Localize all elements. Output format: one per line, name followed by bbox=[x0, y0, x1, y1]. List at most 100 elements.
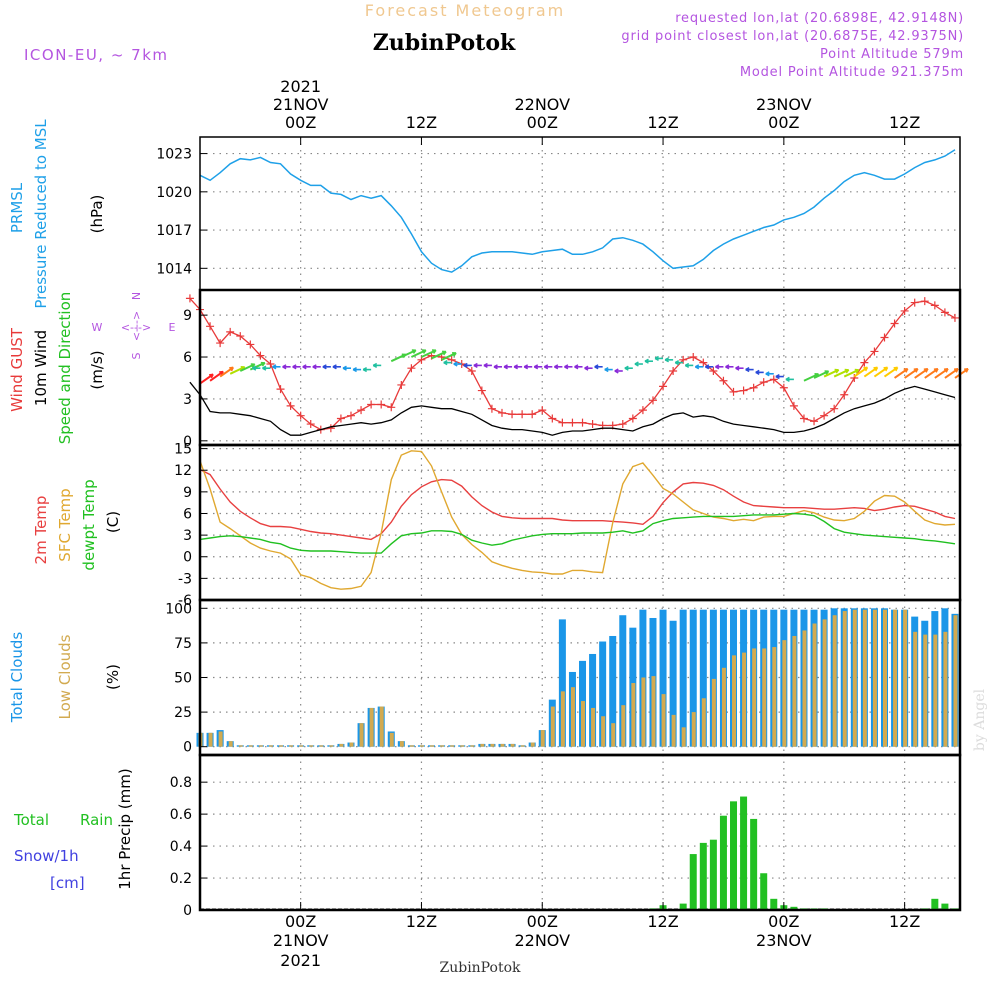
wind-direction-arrowhead bbox=[503, 364, 508, 370]
low-cloud-bar bbox=[510, 743, 515, 747]
rain-bar bbox=[931, 898, 939, 910]
x-label-bottom: 12Z bbox=[647, 912, 678, 931]
total-cloud-bar bbox=[659, 609, 667, 747]
dewpoint-line bbox=[199, 512, 956, 554]
gust-point bbox=[266, 360, 275, 369]
low-cloud-bar bbox=[611, 723, 616, 747]
wind-direction-arrowhead bbox=[292, 364, 297, 370]
x-label-top: 12Z bbox=[889, 113, 920, 132]
total-cloud-bar bbox=[709, 609, 717, 747]
x-label-top: 2021 bbox=[280, 77, 321, 96]
gust-point bbox=[508, 410, 517, 419]
wind-direction-arrowhead bbox=[705, 364, 710, 370]
gust-point bbox=[306, 420, 315, 429]
low-cloud-bar bbox=[893, 609, 898, 747]
panel-frame-pressure bbox=[199, 136, 961, 291]
low-cloud-bar bbox=[903, 609, 908, 747]
wind-direction-arrowhead bbox=[493, 364, 498, 370]
y-tick-label: 1014 bbox=[156, 261, 192, 277]
total-cloud-bar bbox=[689, 609, 697, 747]
wind-direction-arrowhead bbox=[863, 366, 869, 372]
total-cloud-bar bbox=[669, 620, 677, 747]
gust-point bbox=[769, 375, 778, 384]
watermark: by Angel bbox=[972, 688, 988, 751]
wind-direction-arrowhead bbox=[933, 368, 939, 373]
wind-direction-arrow bbox=[954, 367, 969, 379]
wind-direction-arrowhead bbox=[674, 360, 680, 366]
x-label-top: 22NOV bbox=[514, 95, 570, 114]
compass-east: E bbox=[169, 321, 176, 334]
low-cloud-bar bbox=[550, 706, 555, 747]
total-cloud-bar bbox=[609, 635, 617, 747]
label-snow-1h: Snow/1h bbox=[14, 847, 79, 865]
y-tick-label: 0.2 bbox=[170, 871, 192, 887]
low-cloud-bar bbox=[883, 609, 888, 747]
wind-direction-arrowhead bbox=[834, 368, 840, 374]
y-tick-label: 12 bbox=[174, 463, 192, 479]
label-2m-temp: 2m Temp bbox=[32, 496, 50, 565]
wind-direction-arrow bbox=[219, 366, 234, 378]
gust-point bbox=[528, 410, 537, 419]
wind-direction-arrowhead bbox=[441, 350, 447, 356]
total-cloud-bar bbox=[699, 609, 707, 747]
closest-coords: grid point closest lon,lat (20.6875E, 42… bbox=[621, 29, 964, 44]
low-cloud-bar bbox=[691, 712, 696, 747]
low-cloud-bar bbox=[621, 705, 626, 747]
wind-direction-arrowhead bbox=[302, 364, 307, 370]
rain-bar bbox=[709, 839, 717, 910]
wind-direction-arrowhead bbox=[312, 364, 317, 370]
gust-point bbox=[850, 373, 859, 382]
wind-direction-arrow bbox=[421, 349, 437, 358]
low-cloud-bar bbox=[953, 615, 958, 747]
x-label-top: 12Z bbox=[406, 113, 437, 132]
rain-bar bbox=[740, 796, 748, 910]
total-cloud-bar bbox=[558, 619, 566, 747]
wind-direction-arrowhead bbox=[574, 364, 579, 370]
sfc-temp-line bbox=[199, 450, 956, 590]
wind-direction-arrowhead bbox=[614, 368, 619, 374]
compass-north: N bbox=[130, 292, 143, 300]
low-cloud-bar bbox=[279, 745, 284, 747]
label-ms: (m/s) bbox=[88, 350, 106, 389]
gust-point bbox=[276, 385, 285, 394]
wind-direction-arrowhead bbox=[483, 362, 488, 368]
x-label-bottom: 12Z bbox=[889, 912, 920, 931]
y-tick-label: 6 bbox=[183, 350, 192, 366]
low-cloud-bar bbox=[782, 640, 787, 747]
low-cloud-bar bbox=[480, 743, 485, 747]
label-1hr-precip: 1hr Precip (mm) bbox=[116, 768, 134, 889]
rain-bar bbox=[790, 906, 798, 910]
gust-point bbox=[568, 418, 577, 427]
gust-point bbox=[226, 327, 235, 336]
wind-direction-arrowhead bbox=[260, 361, 266, 367]
low-cloud-bar bbox=[631, 683, 636, 747]
gust-point bbox=[296, 411, 305, 420]
low-cloud-bar bbox=[581, 701, 586, 747]
gust-point bbox=[387, 403, 396, 412]
wind-direction-arrow bbox=[863, 366, 879, 378]
total-cloud-bar bbox=[589, 653, 597, 747]
wind-direction-arrowhead bbox=[431, 349, 437, 354]
wind-direction-arrowhead bbox=[854, 368, 860, 374]
gust-point bbox=[940, 308, 949, 317]
gust-point bbox=[719, 376, 728, 385]
wind-direction-arrow bbox=[934, 367, 949, 379]
wind-direction-arrowhead bbox=[923, 368, 929, 373]
rain-bar bbox=[699, 842, 707, 910]
rain-bar bbox=[760, 873, 768, 910]
low-cloud-bar bbox=[832, 615, 837, 747]
x-label-bottom: 00Z bbox=[285, 912, 316, 931]
low-cloud-bar bbox=[792, 635, 797, 747]
wind-direction-arrowhead bbox=[953, 368, 959, 373]
y-tick-label: 0.8 bbox=[170, 775, 192, 791]
requested-coords: requested lon,lat (20.6898E, 42.9148N) bbox=[675, 11, 964, 26]
gust-point bbox=[749, 383, 758, 392]
x-label-bottom: 22NOV bbox=[514, 931, 570, 950]
wind-direction-arrowhead bbox=[250, 363, 256, 368]
gust-point bbox=[810, 417, 819, 426]
gust-point bbox=[779, 383, 788, 392]
x-label-bottom: 00Z bbox=[768, 912, 799, 931]
gust-point bbox=[638, 406, 647, 415]
wind-direction-arrow bbox=[239, 363, 256, 372]
